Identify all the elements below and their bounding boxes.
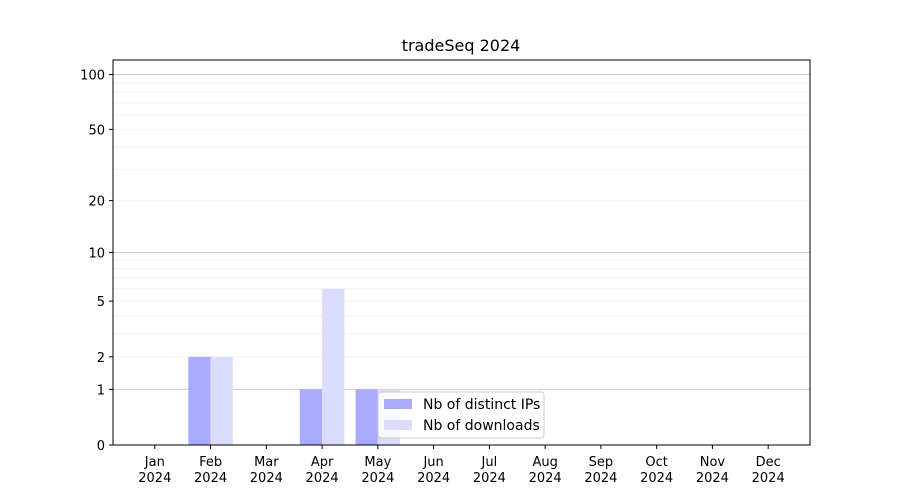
y-tick-label: 2 — [97, 351, 105, 366]
x-tick-label-month: Apr — [311, 455, 334, 470]
x-tick-label-month: Feb — [199, 455, 222, 470]
y-tick-label: 100 — [80, 69, 105, 84]
legend-swatch-downloads — [384, 420, 412, 430]
x-tick-label-month: Jul — [481, 455, 498, 470]
grid-lines — [113, 74, 810, 390]
x-tick-label-year: 2024 — [417, 471, 450, 486]
x-tick-label-month: Nov — [700, 455, 726, 470]
x-tick-label-month: Mar — [254, 455, 279, 470]
y-tick-label: 10 — [88, 247, 105, 262]
x-tick-label-month: Sep — [589, 455, 614, 470]
x-tick-label-year: 2024 — [640, 471, 673, 486]
x-tick-label-month: Jun — [422, 455, 443, 470]
y-axis: 0 1 2 5 10 20 50 100 — [80, 69, 113, 454]
bar-distinct-ips-apr — [299, 389, 323, 445]
x-tick-label-year: 2024 — [752, 471, 785, 486]
legend-label-distinct-ips: Nb of distinct IPs — [423, 397, 540, 413]
chart-title: tradeSeq 2024 — [402, 36, 521, 55]
x-tick-label-year: 2024 — [584, 471, 617, 486]
x-tick-label-year: 2024 — [194, 471, 227, 486]
x-tick-label-year: 2024 — [529, 471, 562, 486]
y-tick-label: 5 — [97, 295, 105, 310]
y-tick-label: 50 — [88, 123, 105, 138]
y-tick-label: 0 — [97, 439, 105, 454]
x-tick-label-month: May — [364, 455, 391, 470]
legend: Nb of distinct IPs Nb of downloads — [377, 391, 545, 439]
x-tick-label-year: 2024 — [361, 471, 394, 486]
x-tick-label-year: 2024 — [138, 471, 171, 486]
bar-downloads-apr — [322, 288, 345, 445]
legend-swatch-distinct-ips — [384, 399, 412, 409]
bar-downloads-feb — [210, 356, 233, 445]
x-axis: Jan2024Feb2024Mar2024Apr2024May2024Jun20… — [138, 445, 785, 486]
legend-frame — [377, 391, 545, 439]
x-tick-label-year: 2024 — [250, 471, 283, 486]
y-tick-label: 20 — [88, 195, 105, 210]
x-tick-label-year: 2024 — [306, 471, 339, 486]
bar-distinct-ips-feb — [188, 356, 211, 445]
x-tick-label-month: Dec — [756, 455, 781, 470]
x-tick-label-year: 2024 — [696, 471, 729, 486]
x-tick-label-month: Oct — [645, 455, 667, 470]
bars — [188, 288, 401, 445]
y-tick-label: 1 — [97, 383, 105, 398]
legend-label-downloads: Nb of downloads — [423, 418, 540, 434]
bar-distinct-ips-may — [355, 389, 378, 445]
x-tick-label-month: Aug — [532, 455, 557, 470]
x-tick-label-year: 2024 — [473, 471, 506, 486]
x-tick-label-month: Jan — [144, 455, 165, 470]
